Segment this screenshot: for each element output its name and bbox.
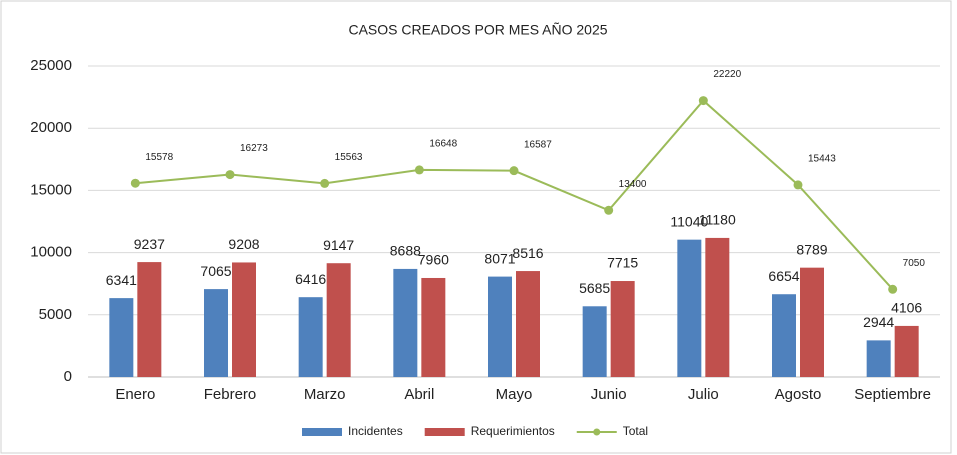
data-label: 8516: [512, 245, 543, 261]
y-tick-label: 10000: [30, 244, 72, 261]
x-tick-label: Agosto: [775, 386, 822, 403]
x-tick-label: Mayo: [496, 386, 533, 403]
legend-swatch: [302, 428, 342, 436]
data-label: 8789: [796, 241, 827, 257]
bar: [610, 281, 635, 377]
line-marker: [604, 205, 614, 215]
legend-swatch: [424, 428, 465, 436]
bar: [204, 289, 228, 377]
y-tick-label: 20000: [30, 119, 72, 136]
data-label: 16273: [240, 143, 268, 154]
data-label: 7065: [200, 263, 231, 279]
bar: [582, 306, 607, 377]
line-marker: [320, 178, 330, 188]
x-tick-label: Junio: [591, 386, 627, 403]
x-tick-label: Enero: [115, 386, 155, 403]
data-label: 9208: [228, 236, 259, 252]
y-tick-label: 0: [64, 368, 72, 385]
bar: [393, 268, 418, 377]
data-label: 6341: [106, 272, 137, 288]
line-marker: [698, 96, 708, 106]
line-marker: [225, 170, 235, 180]
bar: [894, 325, 919, 377]
bar: [488, 276, 512, 377]
line-marker: [888, 284, 898, 294]
data-label: 8071: [484, 250, 515, 266]
bar: [298, 297, 323, 377]
data-label: 5685: [579, 280, 610, 296]
legend-label: Requerimientos: [471, 424, 555, 438]
bar: [516, 271, 540, 377]
line-marker: [793, 180, 803, 190]
line-marker: [509, 166, 519, 176]
data-label: 6416: [295, 271, 326, 287]
data-label: 7960: [418, 252, 449, 268]
data-label: 15563: [335, 152, 363, 163]
data-label: 6654: [768, 268, 799, 284]
chart-title: CASOS CREADOS POR MES AÑO 2025: [348, 22, 607, 38]
bar: [772, 294, 796, 377]
bar: [800, 267, 824, 377]
legend-label: Total: [623, 424, 648, 438]
x-tick-label: Marzo: [304, 386, 346, 403]
data-label: 11180: [699, 212, 736, 228]
data-label: 11040: [670, 213, 708, 229]
x-tick-label: Febrero: [204, 386, 257, 403]
bar: [137, 262, 162, 377]
y-tick-label: 5000: [39, 306, 72, 323]
y-tick-label: 25000: [30, 57, 72, 74]
data-label: 7715: [607, 255, 638, 271]
bar: [421, 277, 446, 377]
legend-label: Incidentes: [348, 424, 403, 438]
y-tick-label: 15000: [30, 181, 72, 198]
legend-marker: [593, 428, 601, 436]
x-tick-label: Abril: [404, 386, 434, 403]
data-label: 4106: [891, 300, 922, 316]
data-label: 2944: [863, 314, 894, 330]
data-label: 7050: [903, 258, 926, 269]
data-label: 15578: [145, 152, 173, 163]
data-label: 22220: [713, 69, 741, 80]
line-marker: [414, 165, 424, 175]
x-tick-label: Septiembre: [854, 386, 931, 403]
data-label: 13400: [619, 179, 647, 190]
data-label: 16587: [524, 139, 552, 150]
x-tick-label: Julio: [688, 386, 719, 403]
bar: [109, 298, 134, 377]
line-marker: [130, 178, 140, 188]
data-label: 16648: [429, 139, 457, 150]
bar: [866, 340, 891, 377]
data-label: 9147: [323, 237, 354, 253]
data-label: 15443: [808, 154, 836, 165]
data-label: 8688: [390, 243, 421, 259]
bar: [326, 263, 351, 377]
data-label: 9237: [134, 236, 165, 252]
bar: [232, 262, 256, 377]
bar: [705, 237, 730, 377]
bar: [677, 239, 702, 377]
